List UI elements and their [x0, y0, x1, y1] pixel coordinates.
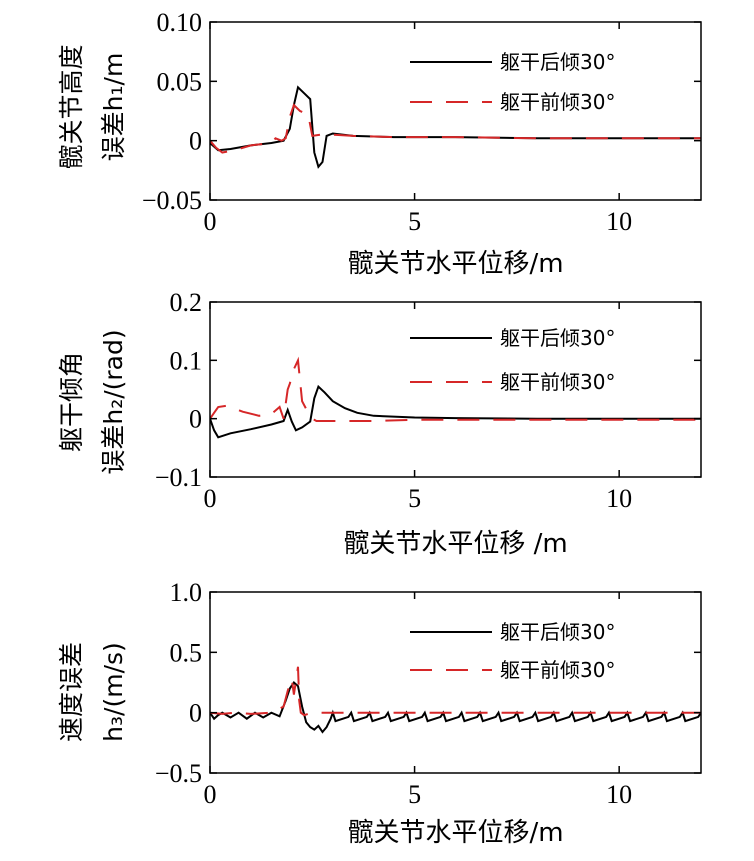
y-tick-label: −0.5 [155, 759, 202, 788]
x-axis-label: 髋关节水平位移/m [347, 249, 563, 279]
plot-frame [209, 591, 702, 774]
y-axis-label-line1: 髋关节高度 [57, 44, 86, 169]
series-line-1 [210, 384, 701, 439]
y-tick-label: 0.5 [170, 638, 203, 667]
y-tick-label: −0.1 [155, 463, 202, 492]
y-tick-label: 0 [189, 127, 202, 156]
series-line-2 [210, 356, 701, 422]
x-tick-label: 0 [204, 207, 217, 236]
x-tick-label: 10 [606, 780, 632, 809]
y-axis-label-line2: 误差h₂/(rad) [99, 329, 128, 474]
plot-frame [209, 301, 702, 478]
legend-label-1: 躯干后倾30° [500, 620, 615, 644]
x-tick-label: 5 [408, 207, 421, 236]
y-axis-label-line2: h₃/(m/s) [99, 642, 128, 742]
x-tick-label: 10 [606, 484, 632, 513]
x-tick-label: 0 [204, 484, 217, 513]
y-axis-label-line1: 速度误差 [57, 642, 86, 742]
y-tick-label: 0.10 [157, 8, 203, 37]
y-axis-label-line2: 误差h₁/m [99, 53, 128, 162]
y-tick-label: 0.05 [157, 67, 203, 96]
plot-frame [209, 21, 702, 201]
series-line-2 [210, 666, 701, 717]
y-tick-label: 0 [189, 405, 202, 434]
y-tick-label: 0.2 [170, 288, 203, 317]
legend-label-1: 躯干后倾30° [500, 326, 615, 350]
legend-label-2: 躯干前倾30° [500, 658, 615, 682]
series-line-1 [210, 85, 701, 169]
y-tick-label: 0.1 [170, 346, 203, 375]
series-line-2 [210, 103, 701, 154]
y-tick-label: 0 [189, 699, 202, 728]
legend-label-1: 躯干后倾30° [500, 50, 615, 74]
x-tick-label: 0 [204, 780, 217, 809]
legend-label-2: 躯干前倾30° [500, 370, 615, 394]
x-tick-label: 10 [606, 207, 632, 236]
series-line-1 [210, 681, 701, 734]
x-axis-label: 髋关节水平位移 /m [343, 529, 567, 559]
x-tick-label: 5 [408, 780, 421, 809]
y-tick-label: 1.0 [170, 578, 203, 607]
x-axis-label: 髋关节水平位移/m [347, 818, 563, 848]
legend-label-2: 躯干前倾30° [500, 90, 615, 114]
x-tick-label: 5 [408, 484, 421, 513]
y-axis-label-line1: 躯干倾角 [57, 352, 86, 452]
y-tick-label: −0.05 [142, 186, 202, 215]
